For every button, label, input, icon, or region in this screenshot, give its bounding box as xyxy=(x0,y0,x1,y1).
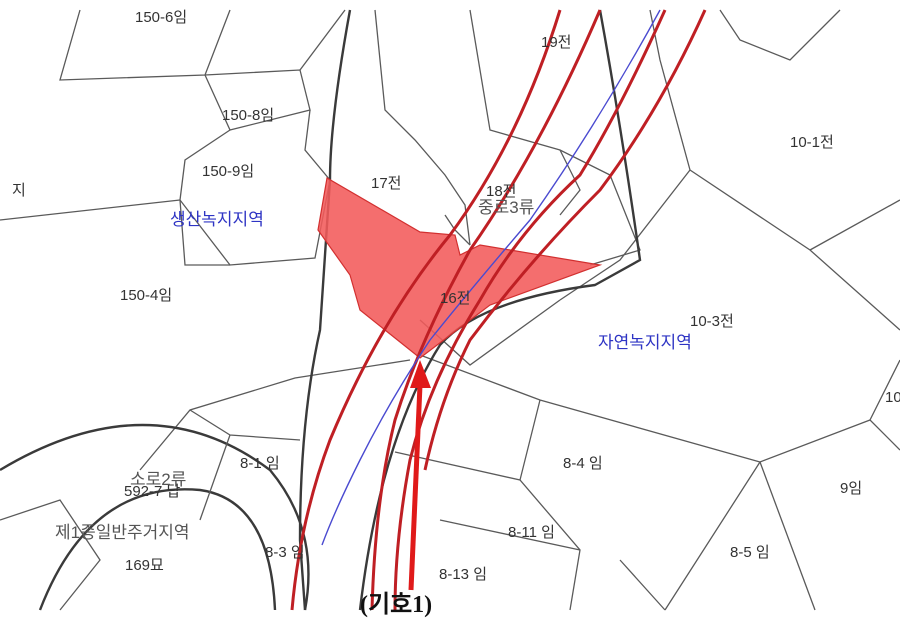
minor-road-label: 소로2류 xyxy=(130,470,186,489)
parcel-label-150-4: 150-4임 xyxy=(120,287,172,304)
parcel-label-17: 17전 xyxy=(371,175,402,192)
parcel-label-169: 169묘 xyxy=(125,557,164,574)
parcel-label-10-1: 10-1전 xyxy=(790,134,834,151)
parcel-label-edge-right: 10 xyxy=(885,389,900,406)
parcel-boundaries xyxy=(0,9,900,611)
parcel-label-8-11: 8-11 임 xyxy=(508,524,555,541)
parcel-label-150-8: 150-8임 xyxy=(222,107,274,124)
parcel-label-8-5: 8-5 임 xyxy=(730,544,770,561)
parcel-label-9: 9임 xyxy=(840,480,862,497)
parcel-label-150-9: 150-9임 xyxy=(202,163,254,180)
parcel-label-150-6: 150-6임 xyxy=(135,9,187,26)
parcel-label-10-3: 10-3전 xyxy=(690,313,734,330)
zone-label-natural-green: 자연녹지지역 xyxy=(598,333,692,352)
zone-label-residential: 제1종일반주거지역 xyxy=(55,523,190,542)
parcel-label-8-3: 8-3 임 xyxy=(265,544,305,561)
parcel-label-592-7: 592-7 답 xyxy=(124,483,181,500)
parcel-label-19: 19전 xyxy=(541,34,572,51)
parcel-label-8-13: 8-13 임 xyxy=(439,566,487,583)
zone-label-production-green: 생산녹지지역 xyxy=(170,210,264,229)
parcel-label-8-1: 8-1 임 xyxy=(240,455,280,472)
road-class-label: 중로3류 xyxy=(478,198,534,217)
parcel-label-18: 18전 xyxy=(486,183,517,200)
parcel-labels: 150-6임 150-8임 150-9임 150-4임 17전 18전 19전 … xyxy=(12,9,900,583)
parcel-label-8-4: 8-4 임 xyxy=(563,455,603,472)
planned-road xyxy=(290,9,707,611)
pointer-arrow xyxy=(408,360,431,591)
parcel-label-edge-left: 지 xyxy=(12,182,26,199)
zone-labels: 생산녹지지역 자연녹지지역 중로3류 소로2류 제1종일반주거지역 xyxy=(55,198,692,542)
map-caption: (기호1) xyxy=(360,591,432,618)
parcel-label-16: 16전 xyxy=(440,290,471,307)
